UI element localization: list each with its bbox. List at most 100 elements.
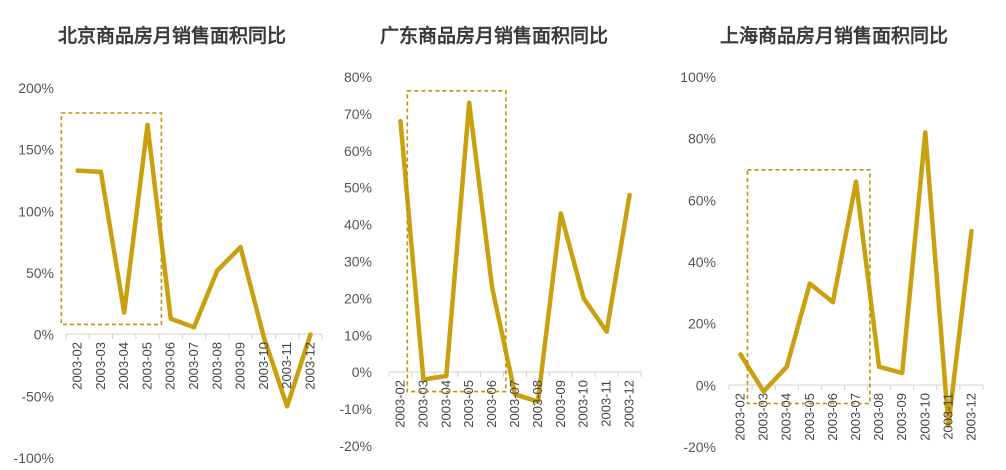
y-tick-label: 70% xyxy=(344,106,372,122)
x-tick-label: 2003-07 xyxy=(848,393,863,441)
y-tick-label: 0% xyxy=(352,364,372,380)
data-point xyxy=(284,404,290,409)
x-tick-label: 2003-06 xyxy=(825,393,840,441)
highlight-box xyxy=(406,90,507,393)
data-point xyxy=(191,325,197,330)
x-tick-label: 2003-04 xyxy=(116,342,131,390)
data-point xyxy=(558,211,564,216)
x-tick-label: 2003-09 xyxy=(233,342,248,390)
y-tick-label: 100% xyxy=(18,203,54,219)
y-tick-label: 40% xyxy=(344,217,372,233)
x-tick-label: 2003-03 xyxy=(756,393,771,441)
data-point xyxy=(466,100,472,106)
chart-title: 北京商品房月销售面积同比 xyxy=(58,24,286,47)
x-tick-label: 2003-11 xyxy=(940,393,955,440)
x-tick-label: 2003-08 xyxy=(871,393,886,441)
data-point xyxy=(215,268,220,273)
highlight-box xyxy=(746,169,871,405)
x-tick-label: 2003-09 xyxy=(894,393,909,441)
data-point xyxy=(238,244,243,250)
x-tick-label: 2003-07 xyxy=(507,380,522,428)
y-tick-label: 10% xyxy=(344,327,372,343)
data-point xyxy=(581,296,586,301)
data-point xyxy=(308,332,313,337)
x-tick-label: 2003-12 xyxy=(622,380,637,428)
x-tick-label: 2003-09 xyxy=(553,380,568,428)
y-tick-label: -100% xyxy=(14,450,54,466)
x-tick-label: 2003-05 xyxy=(139,342,154,390)
series-line xyxy=(398,100,632,404)
data-point xyxy=(398,119,403,124)
data-point xyxy=(489,285,495,290)
data-point xyxy=(899,370,905,376)
data-point xyxy=(946,423,951,428)
x-tick-label: 2003-05 xyxy=(802,393,817,441)
y-tick-label: 20% xyxy=(688,316,716,332)
x-tick-label: 2003-04 xyxy=(779,393,794,441)
y-tick-label: 20% xyxy=(344,290,372,306)
x-tick-label: 2003-06 xyxy=(484,380,499,428)
x-tick-label: 2003-03 xyxy=(93,342,108,390)
x-tick-label: 2003-11 xyxy=(599,380,614,427)
data-point xyxy=(876,364,882,370)
data-point xyxy=(969,228,974,234)
y-tick-label: 50% xyxy=(344,180,372,196)
y-tick-label: -10% xyxy=(339,401,372,417)
y-tick-label: 80% xyxy=(688,131,716,147)
data-point xyxy=(444,373,449,379)
data-point xyxy=(421,377,426,382)
x-tick-label: 2003-10 xyxy=(576,380,591,428)
y-tick-label: 200% xyxy=(18,80,54,96)
y-tick-label: -20% xyxy=(683,439,716,455)
x-tick-label: 2003-03 xyxy=(415,380,430,428)
chart-3: 上海商品房月销售面积同比 -20% 0% 20% 40% 60% 80% 100% 2003-0… xyxy=(680,24,984,455)
data-point xyxy=(121,310,127,315)
data-point xyxy=(604,329,609,334)
y-tick-label: -50% xyxy=(21,388,54,404)
data-point xyxy=(923,130,928,135)
data-point xyxy=(761,389,766,394)
y-tick-label: 60% xyxy=(688,192,716,208)
data-point xyxy=(627,192,632,198)
data-point xyxy=(830,299,836,305)
data-point xyxy=(75,168,80,173)
x-tick-label: 2003-11 xyxy=(279,342,294,389)
y-tick-label: -20% xyxy=(339,438,372,454)
y-tick-label: 40% xyxy=(688,254,716,270)
chart-title: 上海商品房月销售面积同比 xyxy=(720,24,948,47)
y-tick-label: 30% xyxy=(344,254,372,270)
x-tick-label: 2003-02 xyxy=(392,380,407,428)
data-point xyxy=(98,169,104,175)
y-tick-label: 60% xyxy=(344,143,372,159)
chart-title: 广东商品房月销售面积同比 xyxy=(380,24,608,47)
series-line xyxy=(738,130,974,428)
x-tick-label: 2003-10 xyxy=(256,342,271,390)
x-tick-label: 2003-12 xyxy=(963,393,978,441)
data-point xyxy=(807,281,813,286)
data-point xyxy=(261,334,267,340)
x-tick-label: 2003-04 xyxy=(438,380,453,428)
x-tick-label: 2003-05 xyxy=(461,380,476,428)
highlight-box xyxy=(60,112,163,326)
chart-2: 广东商品房月销售面积同比 -20% -10% 0% 10% 20% 30% 40% 50% 60%… xyxy=(339,24,642,454)
y-tick-label: 0% xyxy=(696,377,716,393)
x-tick-label: 2003-06 xyxy=(163,342,178,390)
x-tick-label: 2003-12 xyxy=(302,342,317,390)
x-tick-label: 2003-02 xyxy=(733,393,748,441)
y-tick-label: 50% xyxy=(26,265,54,281)
data-point xyxy=(738,352,743,357)
data-point xyxy=(784,364,789,370)
x-tick-label: 2003-10 xyxy=(917,393,932,441)
data-point xyxy=(853,179,859,185)
x-tick-label: 2003-02 xyxy=(70,342,85,390)
y-tick-label: 80% xyxy=(344,69,372,85)
chart-1: 北京商品房月销售面积同比 -100% -50% 0% 50% 100% 150% 200% 20… xyxy=(14,24,323,466)
x-tick-label: 2003-08 xyxy=(530,380,545,428)
data-point xyxy=(512,392,518,397)
y-tick-label: 0% xyxy=(34,327,54,343)
data-point xyxy=(535,399,541,404)
data-point xyxy=(145,122,150,128)
y-tick-label: 150% xyxy=(18,142,54,158)
